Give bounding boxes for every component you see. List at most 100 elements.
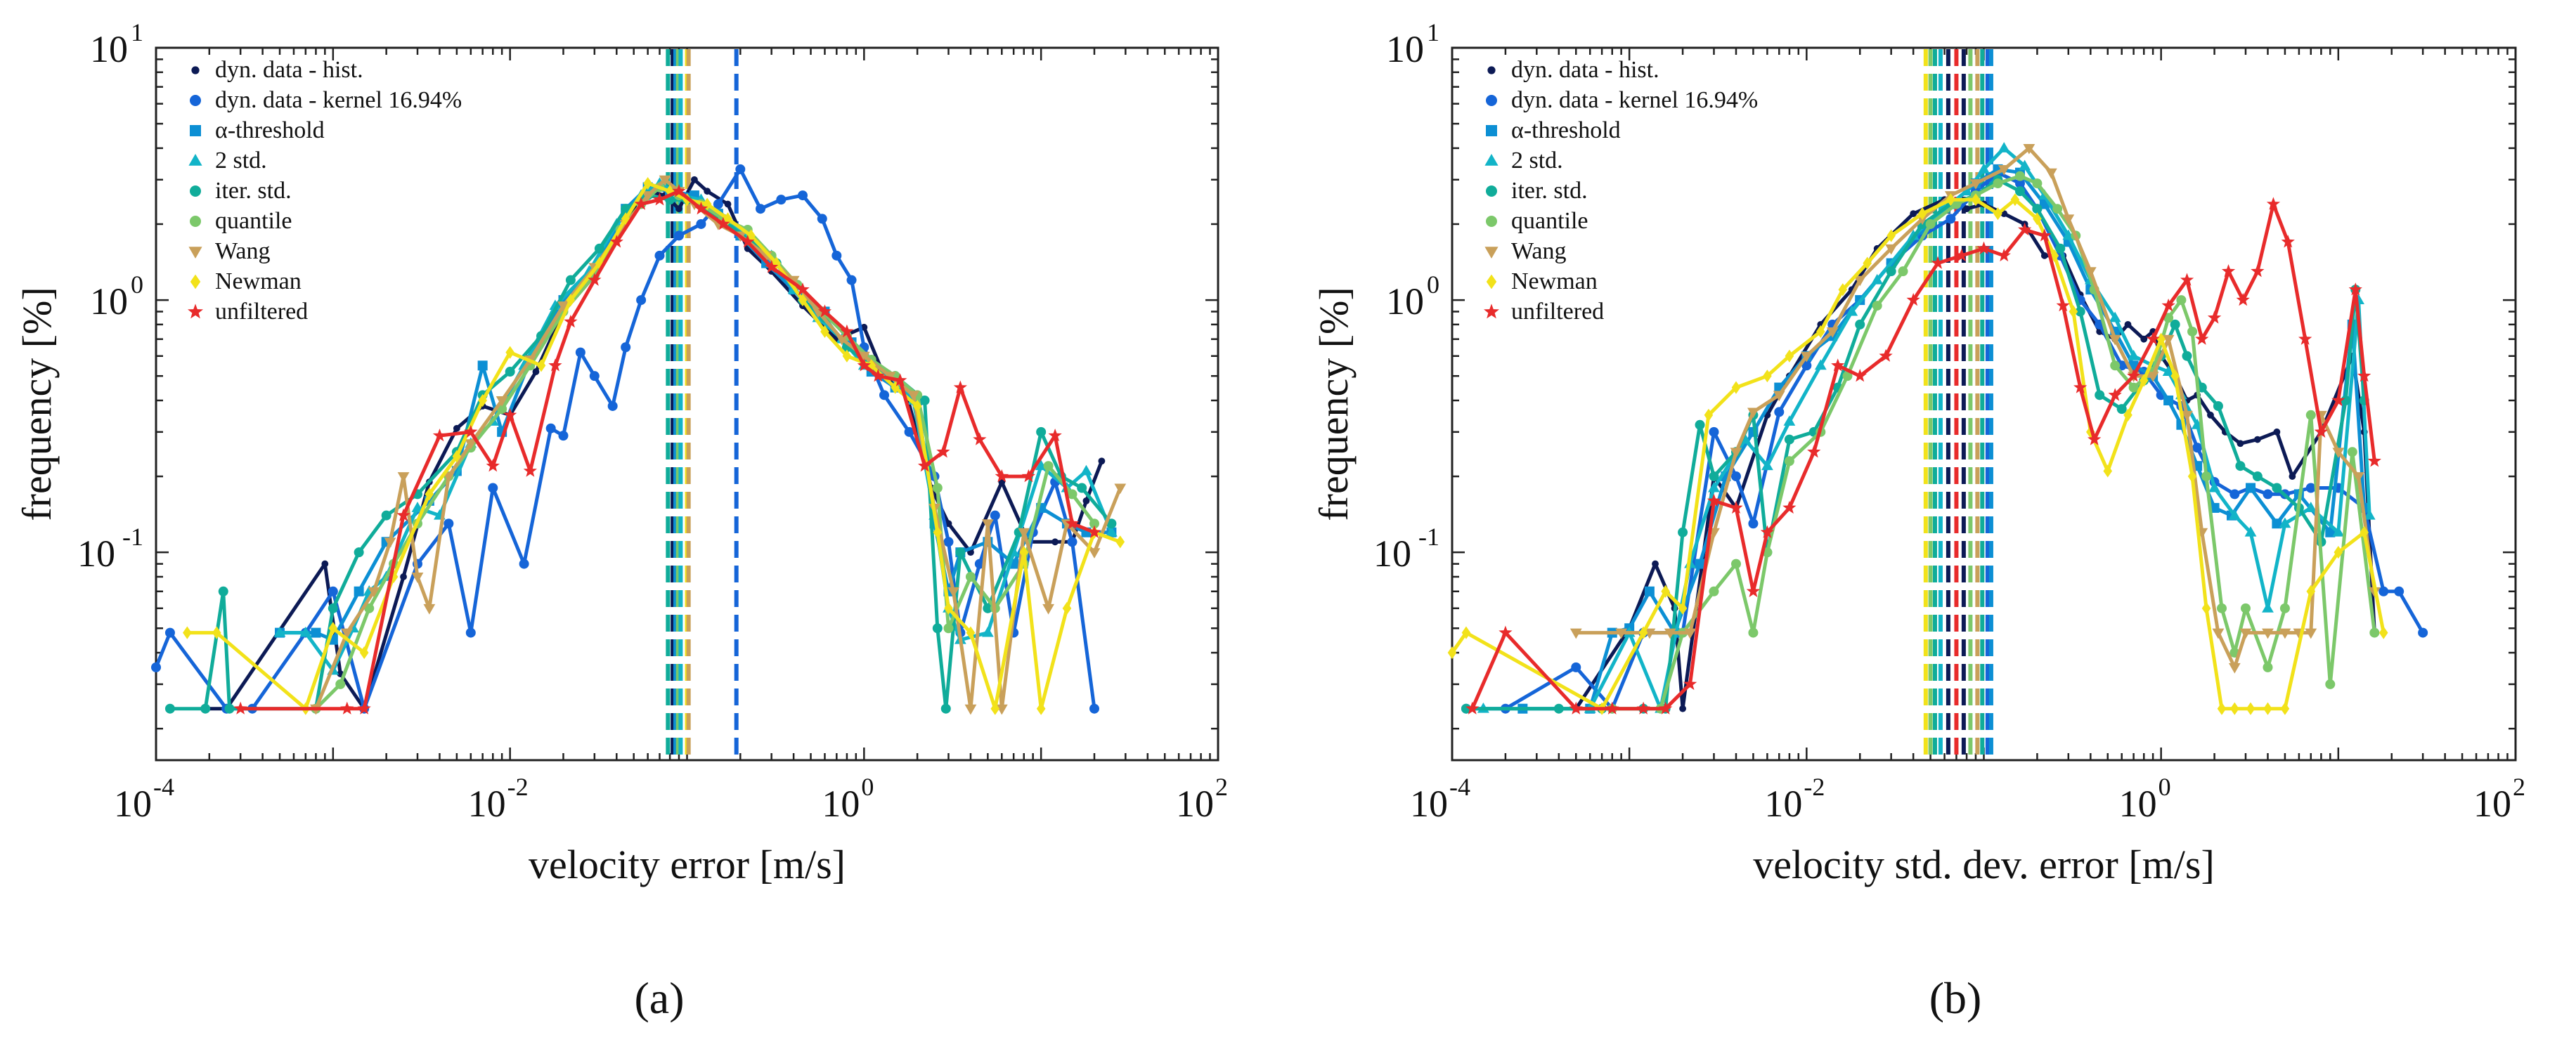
data-point-std2 [2162, 365, 2175, 377]
data-point-iter [2055, 243, 2066, 254]
legend-marker-quantile [1486, 216, 1497, 227]
data-point-kernel [1709, 426, 1719, 437]
data-point-unfiltered [523, 464, 537, 477]
data-point-kernel [1089, 703, 1099, 714]
y-tick-base: 10 [90, 28, 128, 70]
data-point-wang [2228, 663, 2241, 674]
data-point-wang [981, 519, 994, 530]
data-point-unfiltered [634, 197, 648, 210]
data-point-iter [2014, 186, 2025, 197]
data-point-newman [842, 349, 852, 363]
data-point-alpha [1695, 559, 1705, 569]
data-point-wang [2162, 334, 2175, 346]
legend-label-hist: dyn. data - hist. [1511, 57, 1659, 83]
data-point-iter [919, 395, 930, 405]
data-point-hist [724, 200, 732, 208]
legend-label-unfiltered: unfiltered [1511, 299, 1604, 325]
data-point-quantile [2176, 295, 2187, 306]
data-point-iter [354, 547, 364, 558]
data-point-kernel [621, 342, 631, 353]
data-point-quantile [1784, 456, 1794, 466]
data-point-hist [691, 176, 698, 183]
x-axis-label: velocity std. dev. error [m/s] [1753, 842, 2215, 887]
data-point-wang [857, 351, 870, 363]
series-unfiltered [233, 184, 1101, 715]
data-point-newman [621, 212, 630, 226]
data-point-iter [2075, 306, 2085, 317]
data-point-unfiltered [1831, 358, 1845, 372]
data-point-quantile [2325, 679, 2336, 689]
x-tick-label: 10 2 [2473, 773, 2525, 825]
data-point-std2 [1907, 229, 1920, 240]
data-point-iter [1077, 483, 1087, 493]
data-point-std2 [1783, 415, 1796, 426]
y-tick-base: 10 [77, 533, 115, 575]
data-point-kernel [1067, 537, 1077, 547]
data-point-newman [1115, 535, 1125, 549]
data-point-hist [2207, 411, 2214, 419]
legend: dyn. data - hist. dyn. data - kernel 16.9… [1484, 57, 1758, 325]
y-tick-exponent: 0 [131, 270, 143, 299]
data-point-kernel [2418, 627, 2428, 638]
legend-label-alpha: α-threshold [1511, 117, 1621, 143]
data-point-wang [995, 704, 1008, 715]
data-point-newman [702, 197, 712, 211]
legend-marker-iter [190, 185, 201, 197]
data-point-unfiltered [2195, 332, 2209, 345]
data-point-unfiltered [817, 304, 832, 318]
legend-marker-quantile [190, 216, 201, 227]
data-point-quantile [1089, 518, 1099, 529]
data-point-unfiltered [871, 369, 885, 382]
data-point-kernel [1730, 471, 1741, 482]
data-point-kernel [607, 400, 618, 411]
data-point-kernel [1571, 662, 1581, 672]
data-point-quantile [2217, 603, 2227, 613]
x-tick-exponent: -4 [153, 773, 174, 801]
data-point-std2 [1871, 273, 1884, 285]
data-point-wang [2181, 410, 2193, 422]
y-tick-base: 10 [1386, 280, 1424, 322]
data-point-hist [2237, 440, 2244, 448]
data-point-newman [183, 626, 192, 639]
data-point-quantile [1898, 266, 1908, 277]
data-point-kernel [776, 195, 787, 205]
data-point-hist [945, 520, 952, 528]
legend-label-kernel: dyn. data - kernel 16.94% [1511, 87, 1758, 113]
data-point-kernel [545, 423, 556, 433]
data-point-newman [1785, 349, 1794, 363]
data-point-wang [642, 191, 654, 202]
data-point-wang [557, 301, 569, 312]
data-point-unfiltered [694, 202, 708, 215]
data-point-unfiltered [1659, 701, 1673, 715]
data-point-unfiltered [1997, 248, 2011, 262]
data-point-unfiltered [1853, 369, 1867, 382]
data-point-unfiltered [2367, 454, 2381, 467]
data-point-iter [2116, 404, 2127, 415]
data-point-quantile [2052, 204, 2063, 214]
data-point-newman [536, 359, 546, 372]
data-point-unfiltered [486, 459, 500, 472]
data-point-unfiltered [464, 424, 478, 438]
data-point-newman [1019, 546, 1029, 559]
data-point-kernel [990, 510, 1000, 521]
data-point-kernel [151, 662, 161, 672]
legend-label-unfiltered: unfiltered [215, 299, 308, 325]
data-point-wang [1114, 483, 1127, 495]
legend-label-iter: iter. std. [1511, 178, 1588, 204]
x-tick-base: 10 [1764, 783, 1802, 825]
data-point-iter [1678, 527, 1688, 537]
data-point-hist [1051, 538, 1059, 546]
y-tick-base: 10 [1373, 533, 1411, 575]
data-point-hist [2124, 320, 2132, 328]
panel-label: (a) [634, 973, 684, 1023]
legend-marker-hist [1487, 66, 1496, 74]
data-point-unfiltered [588, 273, 602, 286]
data-point-newman [425, 488, 434, 501]
series-line-newman [187, 181, 1121, 711]
data-point-unfiltered [1931, 256, 1945, 269]
x-tick-label: 10 0 [822, 773, 874, 825]
data-point-quantile [2163, 313, 2174, 323]
data-point-wang [1747, 407, 1759, 419]
data-point-quantile [932, 483, 943, 493]
data-point-unfiltered [1636, 701, 1650, 715]
